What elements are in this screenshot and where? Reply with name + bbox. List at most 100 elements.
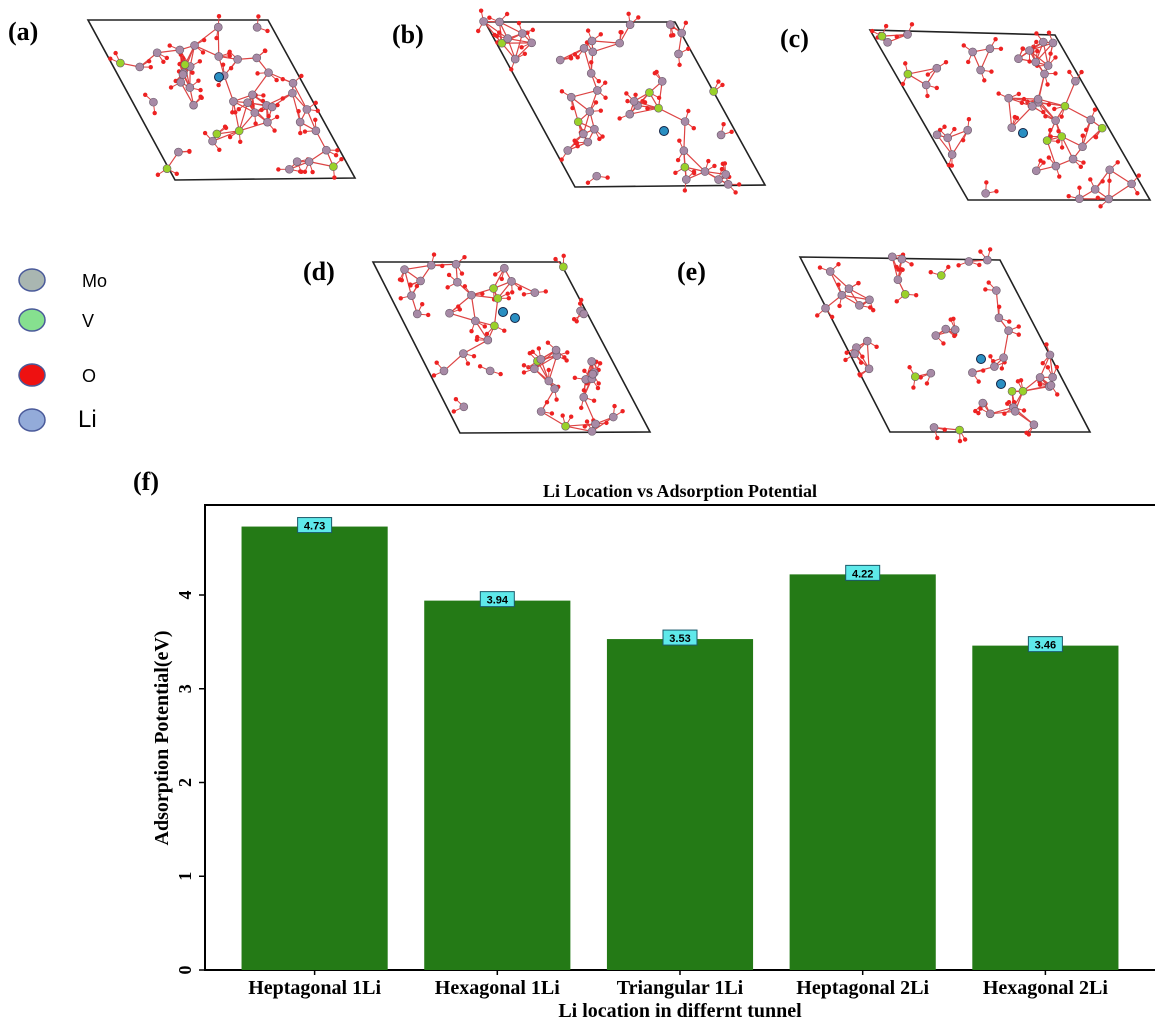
oxygen-atom [956,263,960,267]
oxygen-atom [962,43,966,47]
mo-atom [979,399,987,407]
oxygen-atom [946,265,950,269]
oxygen-atom [256,14,260,18]
oxygen-atom [1000,366,1004,370]
oxygen-atom [227,50,231,54]
mo-atom [930,423,938,431]
oxygen-atom [676,158,680,162]
mo-atom [486,367,494,375]
oxygen-atom [544,289,548,293]
oxygen-atom [550,411,554,415]
bar [790,574,936,970]
oxygen-atom [1034,40,1038,44]
oxygen-atom [537,346,541,350]
oxygen-atom [452,409,456,413]
oxygen-atom [963,437,967,441]
li-atom [1019,129,1028,138]
mo-atom [1128,180,1136,188]
mo-atom [630,97,638,105]
oxygen-atom [929,270,933,274]
mo-atom [1039,38,1047,46]
mo-atom [995,314,1003,322]
oxygen-atom [1107,179,1111,183]
oxygen-atom [677,138,681,142]
mo-atom [1000,354,1008,362]
oxygen-atom [976,411,980,415]
oxygen-atom [469,329,473,333]
y-tick-label: 4 [175,591,195,600]
oxygen-atom [458,307,462,311]
v-atom [116,59,124,67]
oxygen-atom [909,262,913,266]
oxygen-atom [926,72,930,76]
oxygen-atom [935,436,939,440]
oxygen-atom [1022,97,1026,101]
oxygen-atom [1046,365,1050,369]
panel-label: (d) [303,257,335,286]
unit-cell [88,20,355,180]
mo-atom [214,23,222,31]
oxygen-atom [573,376,577,380]
oxygen-atom [108,56,112,60]
oxygen-atom [169,85,173,89]
oxygen-atom [837,304,841,308]
oxygen-atom [161,60,165,64]
oxygen-atom [686,109,690,113]
oxygen-atom [303,129,307,133]
oxygen-atom [168,43,172,47]
mo-atom [500,264,508,272]
mo-atom [724,180,732,188]
y-tick-label: 1 [175,872,195,881]
oxygen-atom [966,60,970,64]
mo-atom [518,29,526,37]
oxygen-atom [737,182,741,186]
oxygen-atom [978,249,982,253]
mo-atom [293,158,301,166]
oxygen-atom [617,116,621,120]
mo-atom [865,365,873,373]
oxygen-atom [941,341,945,345]
mo-atom [1032,167,1040,175]
oxygen-atom [673,171,677,175]
oxygen-atom [600,134,604,138]
mo-atom [1008,124,1016,132]
oxygen-atom [624,91,628,95]
mo-atom [251,109,259,117]
mo-atom [587,69,595,77]
mo-atom [136,63,144,71]
legend-swatch [19,364,45,386]
oxygen-atom [599,32,603,36]
mo-atom [191,41,199,49]
oxygen-atom [113,51,117,55]
li-atom [511,314,520,323]
value-label: 4.73 [304,521,325,533]
oxygen-atom [983,287,987,291]
oxygen-atom [976,379,980,383]
oxygen-atom [958,439,962,443]
mo-atom [626,21,634,29]
y-axis-label: Adsorption Potential(eV) [151,631,173,846]
oxygen-atom [589,60,593,64]
oxygen-atom [408,283,412,287]
oxygen-atom [265,29,269,33]
oxygen-atom [596,381,600,385]
oxygen-atom [434,360,438,364]
mo-atom [682,176,690,184]
oxygen-atom [1017,92,1021,96]
oxygen-atom [982,78,986,82]
mo-atom [176,46,184,54]
oxygen-atom [221,62,225,66]
oxygen-atom [950,163,954,167]
oxygen-atom [553,257,557,261]
oxygen-atom [988,247,992,251]
oxygen-atom [874,345,878,349]
oxygen-atom [645,106,649,110]
oxygen-atom [1038,383,1042,387]
mo-atom [678,29,686,37]
oxygen-atom [716,79,720,83]
oxygen-atom [560,157,564,161]
v-atom [655,104,663,112]
oxygen-atom [1081,160,1085,164]
oxygen-atom [510,290,514,294]
mo-atom [445,309,453,317]
